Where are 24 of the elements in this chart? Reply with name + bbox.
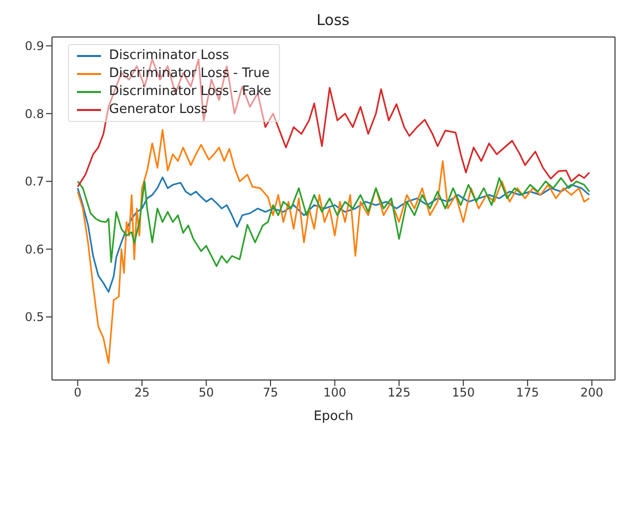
x-tick-label: 50 — [198, 386, 214, 400]
x-tick-label: 0 — [74, 386, 82, 400]
legend-label: Generator Loss — [109, 101, 208, 119]
y-tick-label: 0.9 — [24, 39, 44, 54]
x-tick-label: 200 — [580, 386, 604, 400]
y-tick-label: 0.7 — [24, 174, 44, 189]
x-tick-label: 25 — [134, 386, 150, 400]
line-series — [76, 177, 590, 267]
y-tick-label: 0.6 — [24, 242, 44, 256]
y-tick-label: 0.8 — [24, 106, 44, 121]
line-series — [76, 129, 590, 364]
legend-label: Discriminator Loss - Fake — [109, 83, 272, 101]
x-tick-label: 75 — [262, 386, 278, 400]
x-tick-label: 100 — [323, 386, 346, 400]
line-series — [76, 176, 590, 293]
x-tick-label: 150 — [452, 386, 475, 400]
x-axis-title: Epoch — [314, 409, 354, 424]
legend-label: Discriminator Loss — [109, 47, 230, 65]
line-series — [76, 58, 590, 188]
legend-label: Discriminator Loss - True — [109, 65, 270, 83]
y-tick-label: 0.5 — [24, 310, 44, 324]
x-tick-label: 175 — [516, 386, 540, 400]
chart-title: Loss — [316, 10, 350, 31]
x-tick-label: 125 — [388, 386, 411, 400]
